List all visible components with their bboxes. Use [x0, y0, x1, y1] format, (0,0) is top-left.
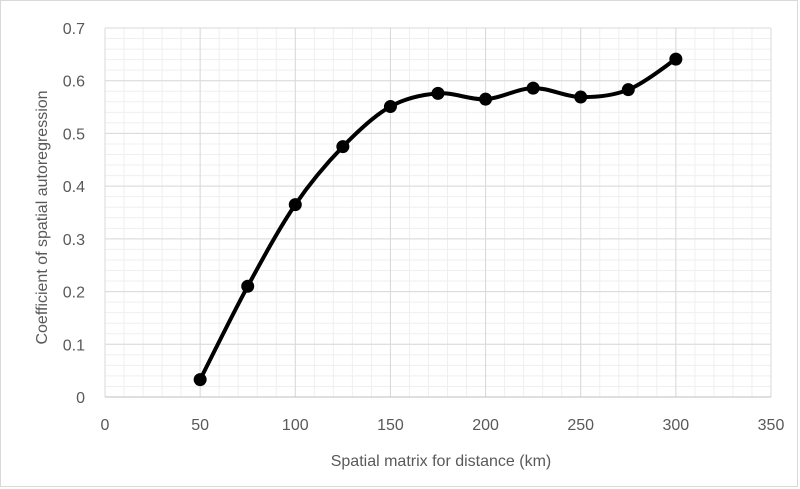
- y-tick-label: 0: [76, 390, 85, 407]
- data-point: [383, 100, 397, 114]
- x-tick-label: 300: [663, 417, 690, 434]
- y-tick-label: 0.1: [63, 337, 85, 354]
- y-tick-label: 0.6: [63, 74, 85, 91]
- minor-grid: [104, 27, 772, 398]
- data-point: [193, 373, 207, 387]
- data-point: [669, 52, 683, 66]
- data-point: [526, 81, 540, 95]
- x-tick-label: 100: [282, 417, 309, 434]
- y-tick-label: 0.7: [63, 21, 85, 38]
- y-tick-label: 0.2: [63, 285, 85, 302]
- y-tick-label: 0.4: [63, 179, 85, 196]
- y-axis-title: Coefficient of spatial autoregression: [34, 90, 51, 344]
- x-tick-labels: 0 50 100 150 200 250 300 350: [101, 417, 785, 434]
- y-tick-label: 0.3: [63, 232, 85, 249]
- x-tick-label: 150: [377, 417, 404, 434]
- y-tick-labels: 0 0.1 0.2 0.3 0.4 0.5 0.6 0.7: [63, 21, 85, 407]
- data-point: [479, 92, 493, 106]
- data-point: [241, 279, 255, 293]
- y-tick-label: 0.5: [63, 126, 85, 143]
- x-axis-title: Spatial matrix for distance (km): [331, 453, 552, 470]
- x-tick-label: 50: [191, 417, 209, 434]
- data-point: [574, 90, 588, 104]
- data-point: [431, 86, 445, 100]
- x-tick-label: 0: [101, 417, 110, 434]
- data-point: [288, 198, 302, 212]
- data-point: [336, 140, 350, 154]
- data-point: [621, 83, 635, 97]
- x-tick-label: 250: [567, 417, 594, 434]
- series-line: [198, 57, 677, 381]
- x-tick-label: 350: [758, 417, 785, 434]
- x-tick-label: 200: [472, 417, 499, 434]
- series-group: [193, 52, 683, 387]
- major-grid: [104, 27, 772, 398]
